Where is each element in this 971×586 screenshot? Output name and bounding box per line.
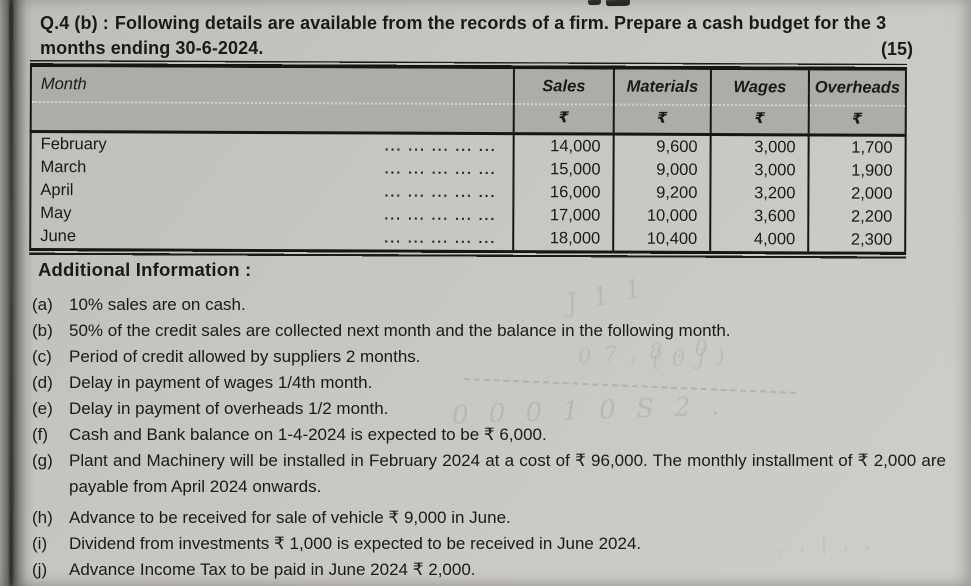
question-number: Q.4 (b) : bbox=[40, 13, 109, 33]
dotted-leader: ... ... ... ... ... bbox=[384, 206, 497, 224]
info-item-c: (c) Period of credit allowed by suppliers… bbox=[32, 347, 421, 366]
column-header-wages: Wages ₹ bbox=[709, 69, 808, 134]
sales-value: 18,000 bbox=[512, 227, 613, 251]
dotted-leader: ... ... ... ... ... bbox=[384, 229, 497, 247]
question-text: Following details are available from the… bbox=[40, 13, 887, 58]
wages-value: 4,000 bbox=[709, 227, 808, 252]
materials-value: 10,400 bbox=[612, 227, 710, 251]
rupee-symbol: ₹ bbox=[851, 110, 863, 128]
materials-value: 9,600 bbox=[612, 135, 710, 159]
month-cell: April ... ... ... ... ... bbox=[31, 179, 512, 204]
additional-information-section: Additional Information : (a) 10% sales ar… bbox=[32, 259, 946, 583]
column-header-month: Month bbox=[31, 67, 513, 132]
dotted-leader: ... ... ... ... ... bbox=[384, 160, 497, 178]
month-name: March bbox=[40, 158, 87, 177]
month-cell: March ... ... ... ... ... bbox=[31, 156, 512, 181]
month-cell: June ... ... ... ... ... bbox=[31, 225, 512, 250]
materials-value: 9,000 bbox=[612, 158, 710, 182]
rupee-symbol: ₹ bbox=[558, 109, 570, 127]
info-item-g: (g) Plant and Machinery will be installed… bbox=[32, 451, 946, 496]
wages-value: 3,200 bbox=[709, 181, 808, 206]
info-item-j: (j) Advance Income Tax to be paid in June… bbox=[32, 560, 476, 579]
rupee-symbol: ₹ bbox=[656, 109, 668, 127]
book-spine-shadow bbox=[0, 0, 34, 586]
info-item-i: (i) Dividend from investments ₹ 1,000 is … bbox=[32, 534, 642, 553]
rupee-symbol: ₹ bbox=[754, 110, 766, 128]
info-item-h: (h) Advance to be received for sale of ve… bbox=[32, 508, 511, 527]
wages-value: 3,600 bbox=[709, 204, 808, 229]
info-item-d: (d) Delay in payment of wages 1/4th month… bbox=[32, 373, 373, 392]
info-item-b: (b) 50% of the credit sales are collected… bbox=[32, 321, 731, 340]
info-item-e: (e) Delay in payment of overheads 1/2 mon… bbox=[32, 399, 389, 418]
overheads-value: 2,300 bbox=[807, 228, 905, 252]
column-header-sales: Sales ₹ bbox=[512, 69, 613, 133]
table-header-row: Month Sales ₹ Materials ₹ Wages ₹ Overhe… bbox=[29, 66, 907, 137]
dotted-leader: ... ... ... ... ... bbox=[384, 137, 497, 155]
wages-value: 3,000 bbox=[709, 135, 808, 160]
overheads-value: 1,700 bbox=[807, 136, 905, 160]
overheads-value: 2,000 bbox=[807, 182, 905, 206]
section-heading: Additional Information : bbox=[38, 259, 252, 280]
materials-value: 9,200 bbox=[612, 181, 710, 205]
sales-value: 17,000 bbox=[512, 204, 613, 228]
question-block: Q.4 (b) : Following details are available… bbox=[40, 11, 942, 61]
table-row: June ... ... ... ... ... 18,000 10,400 4,… bbox=[31, 225, 905, 252]
month-name: April bbox=[40, 181, 74, 200]
table-body: February ... ... ... ... ... 14,000 9,600… bbox=[29, 132, 907, 252]
sales-value: 15,000 bbox=[512, 158, 613, 182]
cash-budget-table: Month Sales ₹ Materials ₹ Wages ₹ Overhe… bbox=[29, 60, 907, 260]
sales-value: 14,000 bbox=[512, 135, 613, 159]
dotted-leader: ... ... ... ... ... bbox=[384, 183, 497, 201]
month-name: June bbox=[40, 227, 77, 246]
marks-badge: (15) bbox=[880, 39, 913, 59]
info-item-f: (f) Cash and Bank balance on 1-4-2024 is … bbox=[32, 425, 547, 444]
info-item-a: (a) 10% sales are on cash. bbox=[32, 295, 246, 314]
wages-value: 3,000 bbox=[709, 158, 808, 183]
sales-value: 16,000 bbox=[512, 181, 613, 205]
month-name: May bbox=[40, 204, 72, 223]
month-cell: May ... ... ... ... ... bbox=[31, 202, 512, 227]
month-cell: February ... ... ... ... ... bbox=[32, 133, 513, 158]
column-header-overheads: Overheads ₹ bbox=[807, 70, 905, 134]
month-name: February bbox=[40, 135, 107, 154]
overheads-value: 1,900 bbox=[807, 159, 905, 183]
overheads-value: 2,200 bbox=[807, 205, 905, 229]
column-header-materials: Materials ₹ bbox=[612, 69, 710, 133]
materials-value: 10,000 bbox=[612, 204, 710, 228]
